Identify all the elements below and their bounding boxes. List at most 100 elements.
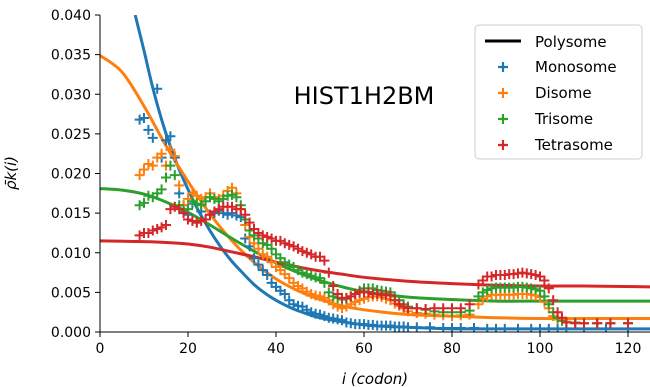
x-tick-label: 20 (179, 341, 197, 357)
point-tetrasome (183, 214, 193, 225)
point-tetrasome (191, 217, 202, 228)
legend-label-disome: Disome (535, 84, 592, 102)
x-tick-label: 60 (355, 341, 373, 357)
point-monosome (139, 113, 149, 124)
point-tetrasome (196, 216, 207, 227)
point-trisome (205, 192, 215, 203)
point-monosome (469, 323, 479, 332)
point-tetrasome (319, 255, 330, 266)
point-disome (284, 273, 295, 284)
point-tetrasome (623, 318, 633, 329)
point-trisome (191, 198, 202, 209)
point-disome (332, 301, 343, 312)
point-trisome (539, 291, 550, 302)
point-monosome (535, 323, 545, 332)
point-monosome (253, 259, 264, 270)
y-tick-label: 0.005 (51, 285, 91, 301)
point-disome (143, 158, 154, 169)
y-tick-label: 0.000 (51, 325, 91, 341)
x-tick-label: 0 (96, 341, 105, 357)
point-tetrasome (341, 292, 352, 303)
legend-label-monosome: Monosome (535, 58, 617, 76)
point-disome (174, 180, 185, 191)
point-tetrasome (570, 318, 581, 329)
point-tetrasome (240, 209, 251, 220)
legend-label-trisome: Trisome (534, 110, 593, 128)
y-tick-label: 0.020 (51, 167, 91, 183)
chart-title: HIST1H2BM (294, 82, 435, 110)
point-monosome (147, 132, 158, 143)
point-tetrasome (279, 238, 290, 249)
point-monosome (411, 322, 422, 332)
point-tetrasome (561, 317, 572, 328)
point-tetrasome (605, 318, 616, 329)
point-monosome (319, 311, 330, 322)
point-disome (134, 170, 145, 181)
point-monosome (306, 307, 317, 318)
point-trisome (530, 284, 541, 295)
point-monosome (438, 323, 449, 332)
point-tetrasome (486, 271, 497, 282)
point-monosome (455, 323, 466, 332)
point-trisome (266, 243, 277, 254)
legend-marker-tetrasome (498, 140, 508, 150)
point-monosome (279, 288, 290, 299)
point-tetrasome (530, 269, 541, 280)
point-tetrasome (429, 303, 440, 314)
point-tetrasome (447, 303, 457, 314)
legend-marker-disome (498, 88, 508, 98)
x-tick-label: 40 (267, 341, 285, 357)
point-tetrasome (244, 217, 255, 228)
point-disome (169, 151, 180, 162)
point-trisome (161, 172, 171, 183)
point-monosome (288, 299, 299, 310)
point-disome (253, 243, 264, 254)
point-tetrasome (350, 288, 361, 299)
point-trisome (297, 267, 308, 278)
point-tetrasome (147, 225, 158, 236)
point-monosome (499, 323, 510, 332)
point-disome (147, 160, 158, 171)
point-disome (139, 164, 149, 175)
point-disome (315, 291, 325, 302)
y-tick-label: 0.040 (51, 8, 91, 24)
point-tetrasome (385, 290, 396, 301)
y-tick-label: 0.010 (51, 246, 91, 262)
point-tetrasome (363, 287, 374, 298)
point-disome (262, 251, 273, 262)
point-tetrasome (200, 214, 211, 225)
point-tetrasome (284, 239, 295, 250)
legend-marker-monosome (498, 62, 508, 72)
point-tetrasome (464, 299, 475, 310)
point-trisome (169, 170, 180, 181)
point-tetrasome (178, 208, 189, 219)
point-tetrasome (455, 303, 466, 314)
point-trisome (156, 184, 167, 195)
point-tetrasome (161, 220, 171, 231)
y-tick-label: 0.035 (51, 48, 91, 64)
x-axis-label: i (codon) (342, 370, 408, 387)
point-trisome (231, 192, 242, 203)
point-disome (266, 257, 277, 268)
point-monosome (552, 323, 563, 332)
ticks: 0 20 40 60 80 100 120 0.000 0.005 0.010 0.015 0.020… (51, 8, 641, 357)
legend-marker-trisome (498, 114, 508, 124)
point-tetrasome (420, 304, 431, 315)
y-tick-label: 0.015 (51, 206, 91, 222)
point-tetrasome (323, 267, 334, 278)
point-trisome (143, 190, 154, 201)
point-monosome (262, 269, 273, 280)
x-tick-label: 100 (527, 341, 554, 357)
point-tetrasome (257, 230, 268, 241)
point-monosome (403, 322, 413, 332)
point-tetrasome (592, 318, 603, 329)
point-tetrasome (411, 303, 422, 314)
point-disome (156, 148, 167, 159)
point-monosome (482, 323, 493, 332)
point-monosome (165, 131, 176, 142)
legend-label-tetrasome: Tetrasome (534, 136, 613, 154)
point-tetrasome (557, 312, 567, 323)
point-disome (165, 144, 176, 155)
point-tetrasome (301, 247, 312, 258)
y-tick-label: 0.030 (51, 87, 91, 103)
